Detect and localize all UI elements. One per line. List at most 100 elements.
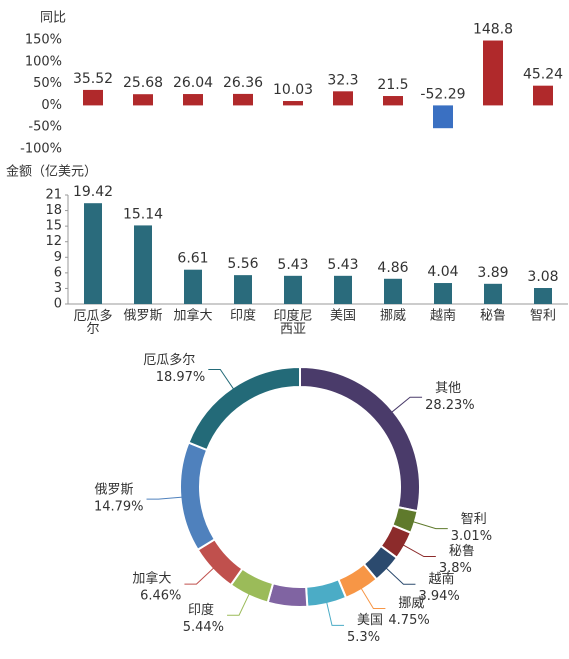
slice-percent: 4.75% (388, 613, 429, 628)
y-tick-label: 18 (45, 203, 62, 218)
bar (533, 85, 553, 106)
value-label: 45.24 (523, 67, 563, 83)
y-tick-label: -100% (20, 142, 62, 157)
leader-line (326, 601, 345, 626)
slice-percent: 6.46% (140, 589, 181, 604)
y-tick-label: 3 (54, 281, 62, 296)
leader-line (412, 521, 448, 530)
value-label: 10.03 (273, 82, 313, 98)
y-tick-label: 50% (33, 76, 62, 91)
x-tick-label: 厄瓜多尔 (73, 308, 112, 337)
slice-name: 厄瓜多尔 (143, 352, 195, 368)
slice-percent: 5.3% (347, 630, 380, 645)
value-label: 35.52 (73, 71, 113, 87)
bar (184, 269, 202, 304)
value-label: 15.14 (123, 206, 163, 222)
value-label: -52.29 (420, 86, 465, 102)
leader-line (391, 396, 423, 413)
y-tick-label: 12 (45, 234, 62, 249)
x-tick-label: 印度尼西亚 (273, 308, 312, 337)
value-label: 5.56 (227, 256, 258, 272)
donut-slice (305, 578, 348, 608)
slice-percent: 5.44% (183, 620, 224, 635)
value-label: 21.5 (377, 77, 408, 93)
bar (384, 278, 402, 304)
x-tick-label: 智利 (530, 309, 556, 324)
bar (83, 89, 103, 106)
slice-name: 其他 (435, 381, 461, 396)
y-tick-label: 15 (45, 219, 62, 234)
x-tick-label: 挪威 (380, 309, 406, 324)
slice-name: 挪威 (398, 596, 424, 611)
bar (484, 283, 502, 304)
y-tick-label: 21 (45, 188, 62, 203)
slice-percent: 28.23% (425, 398, 475, 413)
bar (133, 94, 153, 106)
bar (233, 93, 253, 106)
slice-name: 俄罗斯 (95, 483, 134, 498)
y-tick-label: 0% (41, 98, 62, 113)
donut-slice (266, 582, 309, 608)
value-label: 5.43 (277, 257, 308, 273)
bar (183, 94, 203, 106)
value-label: 26.04 (173, 75, 213, 91)
bar (434, 283, 452, 304)
leader-line (360, 587, 386, 610)
x-tick-label: 秘鲁 (480, 309, 506, 324)
value-label: 3.89 (477, 265, 508, 281)
slice-name: 智利 (461, 512, 487, 527)
bar (284, 275, 302, 304)
slice-name: 美国 (357, 613, 383, 628)
slice-percent: 3.01% (451, 529, 492, 544)
bar (84, 203, 102, 304)
bar (234, 275, 252, 304)
value-label: 4.04 (427, 264, 458, 280)
donut-slice (187, 365, 301, 452)
bar (134, 225, 152, 304)
x-tick-label: 越南 (430, 308, 456, 324)
leader-line (402, 544, 436, 558)
slice-name: 越南 (428, 571, 454, 587)
leader-line (184, 567, 215, 585)
slice-percent: 18.97% (156, 370, 206, 385)
slice-name: 秘鲁 (449, 544, 475, 559)
x-tick-label: 印度 (230, 308, 256, 324)
slice-name: 印度 (188, 602, 214, 618)
value-label: 3.08 (527, 269, 558, 285)
leader-line (385, 567, 416, 585)
y-axis-title: 同比 (40, 11, 66, 26)
slice-percent: 3.8% (439, 561, 472, 576)
value-label: 148.8 (473, 22, 513, 38)
leader-line (208, 368, 235, 390)
bar (433, 105, 453, 129)
bar (383, 96, 403, 106)
bar (333, 91, 353, 106)
y-tick-label: 150% (25, 33, 62, 48)
value-label: 4.86 (377, 260, 408, 276)
leader-line (227, 593, 250, 616)
slice-name: 加拿大 (132, 571, 171, 587)
x-tick-label: 美国 (330, 309, 356, 324)
x-tick-label: 俄罗斯 (123, 309, 162, 324)
y-tick-label: 6 (54, 265, 62, 280)
donut-slice (179, 441, 217, 552)
value-label: 5.43 (327, 257, 358, 273)
value-label: 6.61 (177, 251, 208, 267)
y-tick-label: 0 (54, 297, 62, 312)
bar (534, 288, 552, 304)
y-axis-title: 金额（亿美元） (6, 164, 97, 180)
bar (483, 40, 503, 106)
slice-percent: 3.94% (418, 589, 459, 604)
slice-percent: 14.79% (94, 500, 144, 515)
bar (334, 275, 352, 304)
value-label: 26.36 (223, 75, 263, 91)
value-label: 32.3 (327, 72, 358, 88)
x-tick-label: 加拿大 (173, 308, 212, 324)
value-label: 25.68 (123, 75, 163, 91)
bar (283, 101, 303, 106)
donut-slice (299, 365, 421, 513)
y-tick-label: -50% (28, 120, 62, 135)
leader-line (146, 496, 183, 500)
y-tick-label: 9 (54, 250, 62, 265)
